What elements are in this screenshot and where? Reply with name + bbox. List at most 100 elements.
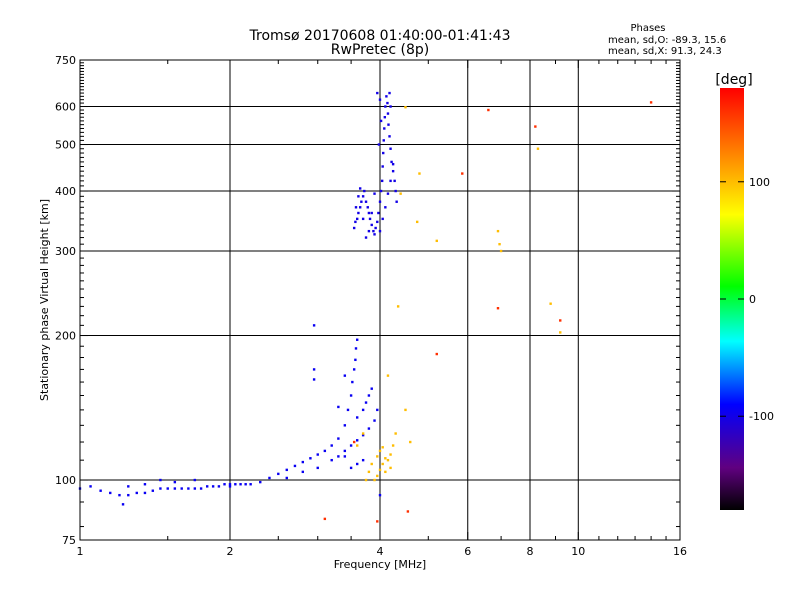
- data-point-s3-9: [352, 440, 356, 444]
- data-point-s0-58: [349, 466, 353, 470]
- data-point-s2-16: [394, 432, 397, 435]
- y-tick-label-75: 75: [62, 534, 76, 547]
- data-point-s1-57: [389, 105, 392, 108]
- data-point-s1-4: [358, 206, 362, 209]
- data-point-s1-38: [376, 91, 379, 95]
- phases-heading: Phases: [630, 23, 665, 34]
- data-point-s2-21: [435, 239, 438, 243]
- data-point-s3-3: [406, 510, 410, 513]
- data-point-s1-50: [384, 206, 387, 209]
- y-tick-label-500: 500: [55, 139, 76, 152]
- data-point-s1-47: [373, 192, 376, 195]
- scatter-points: [78, 91, 653, 523]
- data-point-s1-20: [380, 179, 384, 183]
- y-axis-label: Stationary phase Virtual Height [km]: [38, 199, 51, 401]
- y-tick-label-100: 100: [55, 474, 76, 487]
- data-point-s2-5: [386, 458, 390, 462]
- data-point-s1-7: [363, 189, 366, 193]
- data-point-s0-49: [361, 433, 365, 437]
- data-point-s0-62: [143, 483, 147, 486]
- data-point-s0-17: [211, 485, 215, 488]
- data-point-s2-13: [384, 470, 387, 474]
- data-point-s0-54: [361, 408, 365, 412]
- data-point-s0-43: [355, 338, 359, 341]
- data-point-s1-43: [361, 217, 365, 221]
- data-point-s2-33: [355, 444, 359, 447]
- data-point-s1-49: [381, 217, 384, 221]
- data-point-s0-4: [118, 493, 121, 497]
- x-tick-label-2: 2: [227, 545, 234, 558]
- data-point-s0-71: [343, 374, 347, 377]
- data-point-s2-11: [367, 470, 371, 474]
- data-point-s0-53: [355, 416, 359, 419]
- data-point-s1-44: [364, 236, 368, 239]
- data-point-s2-20: [418, 172, 421, 175]
- data-point-s1-16: [376, 220, 379, 224]
- x-tick-label-4: 4: [377, 545, 384, 558]
- data-point-s2-1: [376, 474, 379, 478]
- data-point-s2-2: [378, 468, 382, 472]
- data-point-s2-19: [415, 220, 419, 224]
- data-point-s2-18: [409, 440, 412, 444]
- data-point-s0-2: [99, 489, 102, 492]
- data-point-s0-77: [378, 493, 382, 497]
- data-point-s0-55: [364, 401, 368, 404]
- y-tick-label-200: 200: [55, 330, 76, 343]
- data-point-s1-40: [354, 206, 358, 209]
- data-point-s0-73: [312, 368, 316, 371]
- data-point-s1-18: [378, 200, 382, 203]
- data-point-s0-32: [316, 453, 319, 456]
- data-point-s2-7: [378, 449, 382, 453]
- data-point-s1-41: [357, 195, 360, 198]
- data-point-s1-45: [367, 229, 371, 233]
- data-point-s0-31: [309, 457, 312, 460]
- data-point-s0-34: [330, 444, 333, 447]
- data-point-s2-12: [364, 478, 368, 482]
- data-point-s1-53: [391, 162, 395, 166]
- data-point-s3-4: [649, 101, 653, 104]
- data-point-s0-16: [205, 485, 209, 488]
- data-point-s0-52: [376, 408, 379, 412]
- data-point-s1-39: [378, 98, 382, 101]
- data-point-s0-3: [109, 491, 112, 495]
- data-point-s1-51: [386, 192, 390, 195]
- data-point-s0-50: [367, 427, 371, 430]
- data-point-s1-8: [364, 200, 368, 203]
- data-point-s2-6: [389, 453, 392, 456]
- data-point-s0-24: [249, 483, 252, 486]
- data-point-s2-4: [384, 457, 387, 460]
- data-point-s1-24: [383, 127, 386, 130]
- data-point-s0-57: [370, 387, 373, 390]
- x-tick-label-16: 16: [673, 545, 687, 558]
- data-point-s1-36: [394, 189, 397, 193]
- data-point-s0-45: [337, 455, 340, 458]
- x-tick-label-1: 1: [77, 545, 84, 558]
- x-tick-label-6: 6: [464, 545, 471, 558]
- data-point-s0-56: [367, 394, 371, 397]
- data-point-s0-65: [193, 478, 197, 482]
- data-point-s1-25: [383, 116, 387, 119]
- data-point-s2-15: [391, 444, 395, 447]
- data-point-s0-22: [239, 483, 242, 486]
- data-point-s2-26: [549, 302, 552, 305]
- data-point-s1-3: [357, 211, 360, 215]
- data-point-s1-9: [366, 206, 369, 209]
- data-point-s2-28: [399, 192, 402, 195]
- y-tick-label-750: 750: [55, 54, 76, 67]
- data-point-s0-18: [217, 485, 221, 488]
- data-point-s0-11: [173, 487, 177, 490]
- data-point-s0-64: [173, 480, 177, 484]
- data-point-s0-47: [349, 444, 353, 447]
- data-point-s1-32: [389, 147, 392, 150]
- data-point-s0-40: [352, 368, 356, 371]
- data-point-s1-14: [373, 233, 376, 236]
- data-point-s1-54: [377, 143, 381, 146]
- data-point-s1-28: [386, 101, 389, 105]
- data-point-s1-56: [388, 91, 391, 95]
- data-point-s1-22: [382, 151, 385, 155]
- data-point-s0-75: [228, 485, 232, 488]
- data-point-s0-30: [301, 460, 305, 464]
- data-point-s2-9: [376, 455, 379, 458]
- data-point-s2-32: [361, 432, 365, 435]
- data-point-s0-63: [159, 478, 162, 482]
